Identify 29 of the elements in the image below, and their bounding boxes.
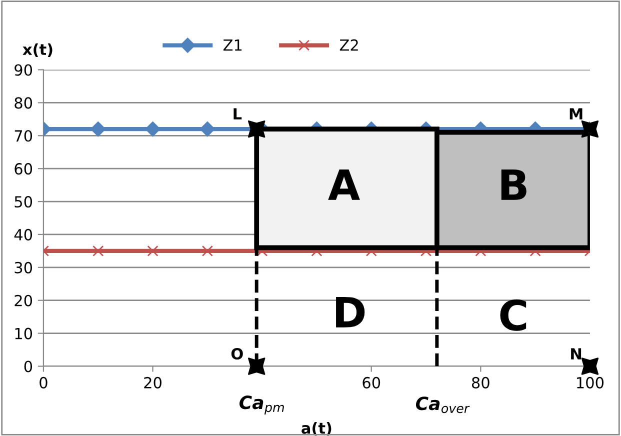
annotation: O	[231, 348, 243, 360]
annotation: B	[501, 169, 526, 200]
annotation: Ca$_{over}$	[416, 396, 470, 414]
annotation: C	[500, 299, 526, 331]
annotation: D	[336, 296, 365, 328]
legend-label: Z1	[223, 40, 242, 51]
y-tick-label: 50	[14, 196, 32, 208]
y-tick-label: 10	[15, 328, 32, 340]
y-tick-label: 60	[14, 163, 32, 175]
x-tick-label: 80	[472, 376, 490, 388]
x-tick-label: 60	[362, 376, 380, 388]
y-tick-label: 90	[14, 64, 32, 76]
x-tick-label: 20	[144, 376, 162, 388]
annotation: N	[571, 348, 582, 360]
annotation: Ca$_{pm}$	[240, 396, 284, 415]
annotation: L	[234, 108, 242, 120]
legend-label: Z2	[340, 39, 358, 51]
y-tick-label: 40	[14, 228, 32, 240]
y-tick-label: 80	[14, 97, 32, 109]
y-tick-label: 0	[24, 360, 32, 372]
y-axis-title: x(t)	[22, 43, 52, 57]
y-tick-label: 20	[14, 294, 32, 306]
x-tick-label: 0	[40, 376, 48, 388]
x-tick-label: 100	[577, 376, 604, 388]
y-tick-label: 30	[14, 262, 32, 274]
annotation: M	[570, 108, 582, 120]
x-axis-title: a(t)	[302, 422, 332, 436]
y-tick-label: 70	[14, 130, 32, 142]
annotation: A	[328, 169, 360, 200]
